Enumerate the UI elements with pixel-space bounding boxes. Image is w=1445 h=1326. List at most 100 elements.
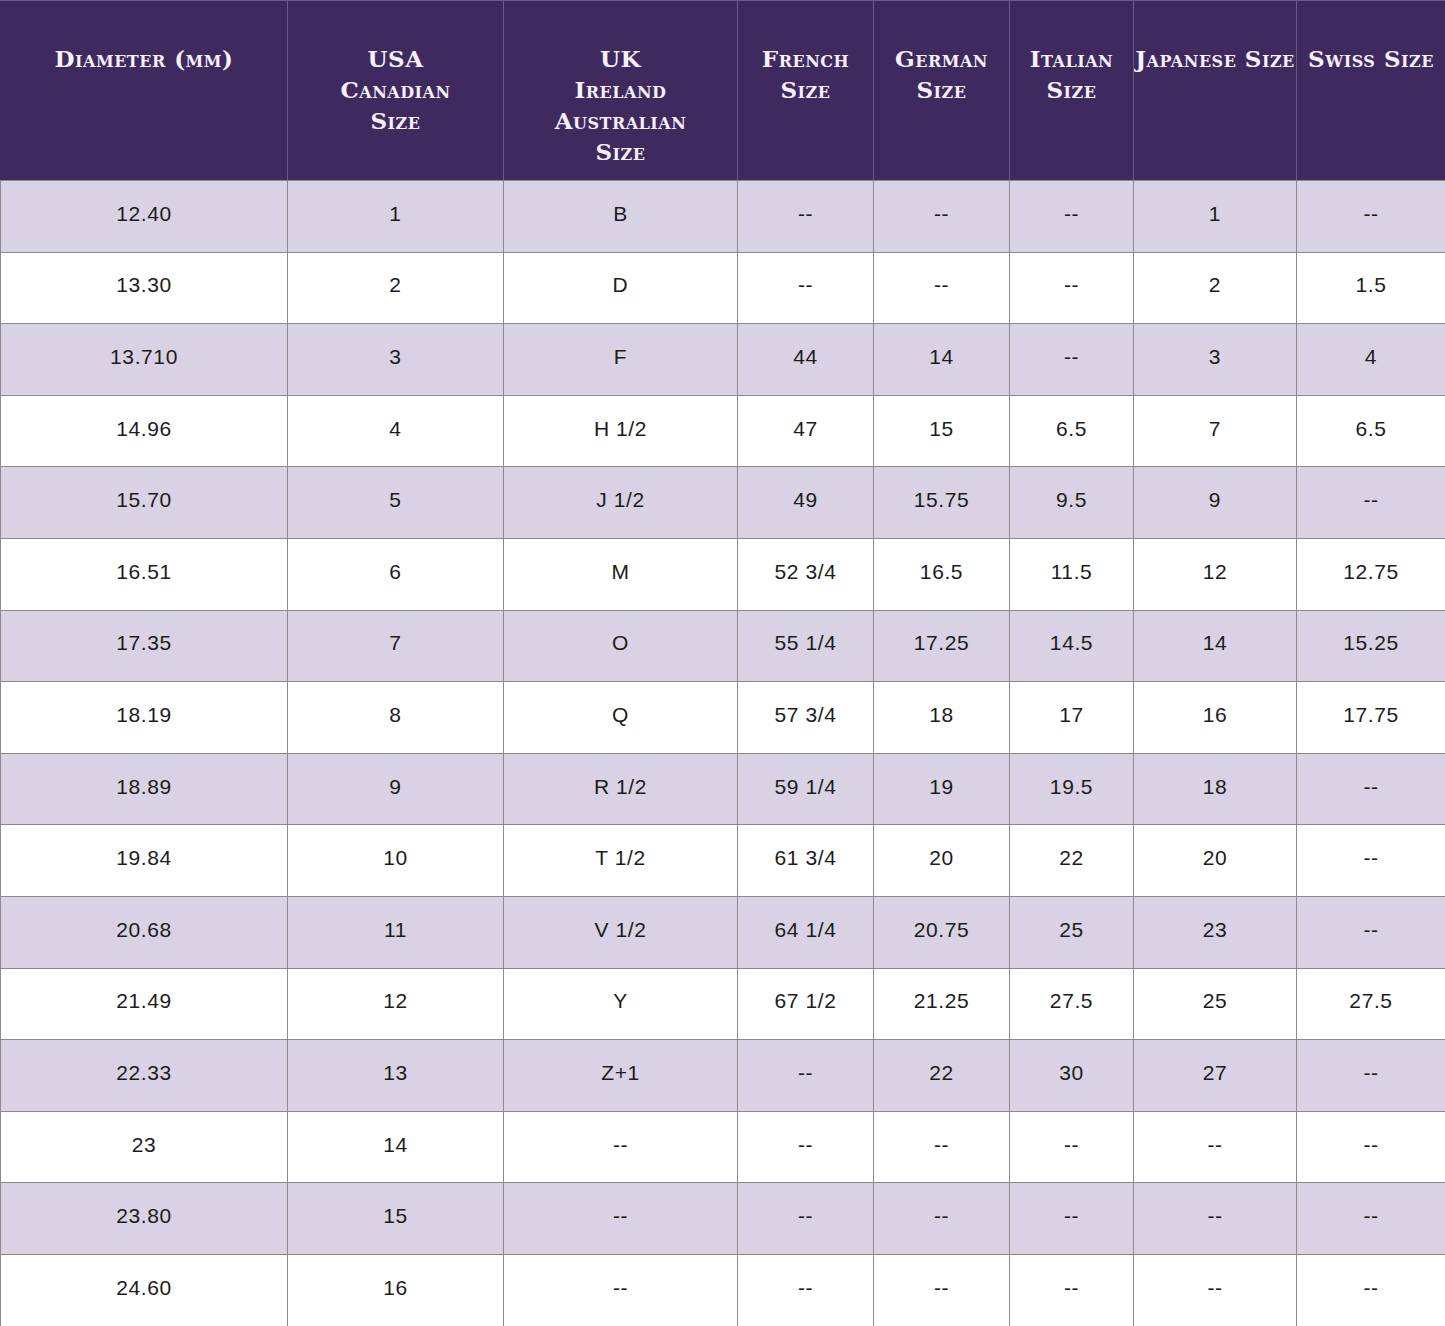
table-row: 23.8015------------ <box>1 1183 1445 1255</box>
table-cell: -- <box>1297 1183 1445 1255</box>
table-cell: -- <box>1297 467 1445 539</box>
table-cell: 14.5 <box>1010 610 1134 682</box>
table-cell: 2 <box>1134 252 1297 324</box>
table-cell: 18.19 <box>1 682 288 754</box>
table-cell: 67 1/2 <box>738 968 874 1040</box>
table-cell: -- <box>738 181 874 253</box>
table-row: 19.8410T 1/261 3/4202220-- <box>1 825 1445 897</box>
table-cell: -- <box>738 252 874 324</box>
table-cell: D <box>504 252 738 324</box>
table-cell: 16.51 <box>1 538 288 610</box>
col-header-german: German Size <box>874 1 1010 181</box>
table-cell: 21.25 <box>874 968 1010 1040</box>
table-cell: 23 <box>1134 896 1297 968</box>
table-cell: 61 3/4 <box>738 825 874 897</box>
table-cell: -- <box>1010 181 1134 253</box>
table-cell: 13.710 <box>1 324 288 396</box>
table-cell: 18.89 <box>1 753 288 825</box>
table-cell: -- <box>1010 1254 1134 1326</box>
table-cell: 13 <box>288 1040 504 1112</box>
table-cell: 7 <box>1134 395 1297 467</box>
table-cell: 19.84 <box>1 825 288 897</box>
table-cell: F <box>504 324 738 396</box>
table-row: 20.6811V 1/264 1/420.752523-- <box>1 896 1445 968</box>
table-body: 12.401B------1--13.302D------21.513.7103… <box>1 181 1445 1326</box>
table-cell: 27 <box>1134 1040 1297 1112</box>
table-cell: 16 <box>1134 682 1297 754</box>
table-cell: 1 <box>1134 181 1297 253</box>
table-cell: 11 <box>288 896 504 968</box>
table-cell: -- <box>504 1254 738 1326</box>
table-cell: 4 <box>288 395 504 467</box>
table-cell: T 1/2 <box>504 825 738 897</box>
table-cell: -- <box>1010 324 1134 396</box>
table-cell: 22.33 <box>1 1040 288 1112</box>
col-header-uk-ireland-aus: UK Ireland Australian Size <box>504 1 738 181</box>
table-cell: 15.70 <box>1 467 288 539</box>
table-row: 22.3313Z+1--223027-- <box>1 1040 1445 1112</box>
table-cell: 27.5 <box>1010 968 1134 1040</box>
table-cell: 20 <box>874 825 1010 897</box>
table-cell: -- <box>1010 1183 1134 1255</box>
table-cell: 12 <box>1134 538 1297 610</box>
table-cell: 59 1/4 <box>738 753 874 825</box>
table-cell: 20 <box>1134 825 1297 897</box>
table-cell: 10 <box>288 825 504 897</box>
table-cell: -- <box>1297 1111 1445 1183</box>
table-cell: 20.75 <box>874 896 1010 968</box>
table-cell: 15 <box>288 1183 504 1255</box>
table-cell: 17.35 <box>1 610 288 682</box>
table-cell: 1.5 <box>1297 252 1445 324</box>
table-cell: 22 <box>874 1040 1010 1112</box>
table-cell: -- <box>1297 825 1445 897</box>
table-cell: 27.5 <box>1297 968 1445 1040</box>
table-cell: 23 <box>1 1111 288 1183</box>
table-cell: 12 <box>288 968 504 1040</box>
table-cell: 19.5 <box>1010 753 1134 825</box>
table-cell: 15 <box>874 395 1010 467</box>
table-cell: 16.5 <box>874 538 1010 610</box>
table-cell: 16 <box>288 1254 504 1326</box>
table-cell: H 1/2 <box>504 395 738 467</box>
table-cell: 21.49 <box>1 968 288 1040</box>
col-header-diameter-mm: Diameter (mm) <box>1 1 288 181</box>
table-cell: 17 <box>1010 682 1134 754</box>
table-row: 15.705J 1/24915.759.59-- <box>1 467 1445 539</box>
table-cell: 30 <box>1010 1040 1134 1112</box>
table-cell: 3 <box>288 324 504 396</box>
table-row: 12.401B------1-- <box>1 181 1445 253</box>
table-cell: -- <box>1134 1111 1297 1183</box>
table-cell: -- <box>1010 1111 1134 1183</box>
table-cell: 12.75 <box>1297 538 1445 610</box>
table-cell: -- <box>874 1111 1010 1183</box>
table-row: 13.302D------21.5 <box>1 252 1445 324</box>
table-cell: 52 3/4 <box>738 538 874 610</box>
table-cell: 17.25 <box>874 610 1010 682</box>
table-cell: 25 <box>1134 968 1297 1040</box>
table-cell: 24.60 <box>1 1254 288 1326</box>
table-cell: 1 <box>288 181 504 253</box>
ring-size-conversion-table: Diameter (mm) USA Canadian Size UK Irela… <box>0 0 1445 1326</box>
table-cell: -- <box>1134 1183 1297 1255</box>
table-cell: 2 <box>288 252 504 324</box>
table-cell: 18 <box>874 682 1010 754</box>
table-cell: 9 <box>288 753 504 825</box>
table-cell: -- <box>1134 1254 1297 1326</box>
table-cell: 19 <box>874 753 1010 825</box>
table-cell: -- <box>1297 1040 1445 1112</box>
table-cell: M <box>504 538 738 610</box>
table-cell: 44 <box>738 324 874 396</box>
table-cell: 6 <box>288 538 504 610</box>
table-cell: 15.25 <box>1297 610 1445 682</box>
table-cell: -- <box>738 1111 874 1183</box>
table-cell: -- <box>874 181 1010 253</box>
table-row: 18.899R 1/259 1/41919.518-- <box>1 753 1445 825</box>
table-cell: -- <box>1010 252 1134 324</box>
col-header-japanese: Japanese Size <box>1134 1 1297 181</box>
table-cell: 23.80 <box>1 1183 288 1255</box>
table-cell: 47 <box>738 395 874 467</box>
table-cell: 14 <box>1134 610 1297 682</box>
table-cell: 9 <box>1134 467 1297 539</box>
table-cell: J 1/2 <box>504 467 738 539</box>
table-row: 24.6016------------ <box>1 1254 1445 1326</box>
